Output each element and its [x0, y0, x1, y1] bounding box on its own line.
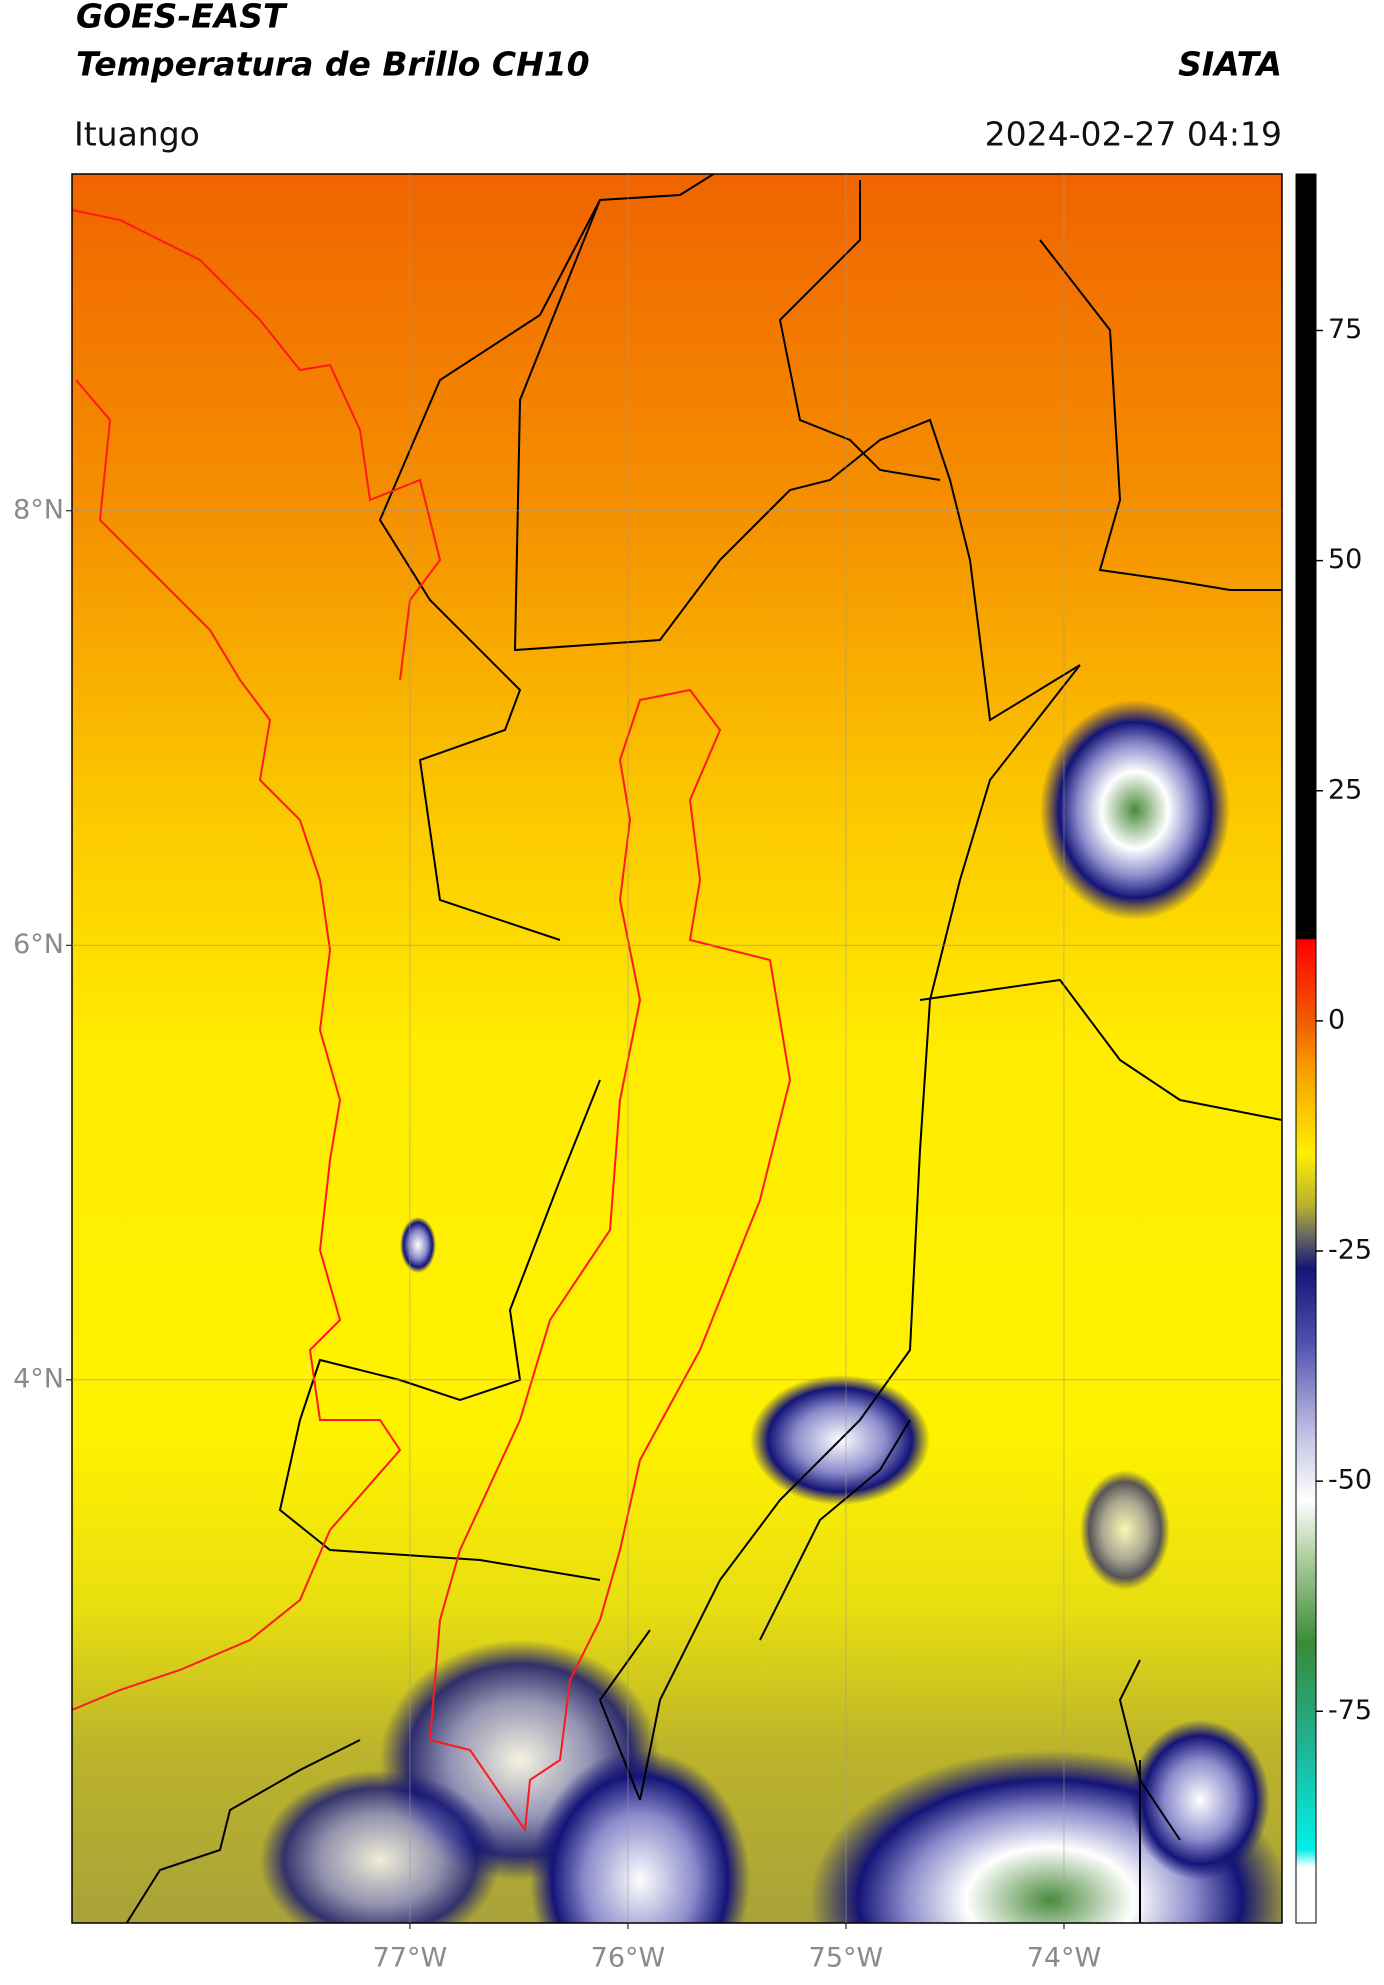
y-tick-label: 8°N: [13, 494, 64, 525]
x-tick-label: 75°W: [809, 1943, 884, 1974]
x-tick-label: 77°W: [373, 1943, 448, 1974]
colorbar-tick-label: 75: [1328, 314, 1362, 345]
subtitle: Temperatura de Brillo CH10: [76, 45, 590, 84]
colorbar-tick-label: 25: [1328, 774, 1362, 805]
location: Ituango: [74, 115, 200, 154]
map-frame: [71, 173, 1283, 1924]
x-tick-label: 76°W: [591, 1943, 666, 1974]
datetime: 2024-02-27 04:19: [985, 115, 1282, 154]
y-tick-label: 4°N: [13, 1363, 64, 1394]
map-image: [72, 174, 1282, 1923]
colorbar-tick-label: -25: [1328, 1235, 1372, 1266]
x-tick-label: 74°W: [1027, 1943, 1102, 1974]
colorbar: [1295, 173, 1317, 1924]
source: SIATA: [1178, 45, 1282, 84]
colorbar-tick-label: 50: [1328, 544, 1362, 575]
y-tick-label: 6°N: [13, 929, 64, 960]
colorbar-tick-label: -75: [1328, 1695, 1372, 1726]
colorbar-tick-label: 0: [1328, 1004, 1345, 1035]
title: GOES-EAST: [76, 0, 288, 36]
colorbar-tick-label: -50: [1328, 1465, 1372, 1496]
